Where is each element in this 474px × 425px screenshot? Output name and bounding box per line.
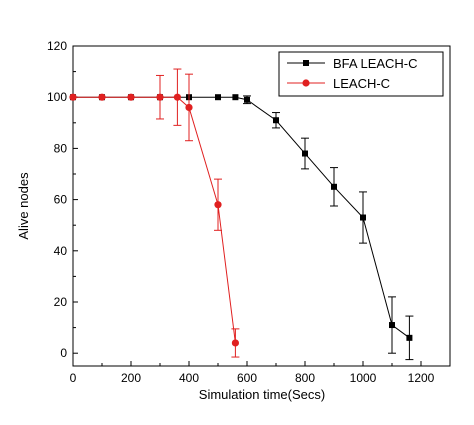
- data-point: [273, 117, 279, 124]
- legend-entry: BFA LEACH-C: [287, 56, 418, 71]
- legend-marker: [302, 79, 310, 87]
- x-tick-label: 200: [121, 371, 141, 385]
- legend-box: [278, 51, 444, 97]
- data-point: [173, 93, 181, 101]
- data-point: [127, 93, 135, 101]
- data-point: [302, 150, 308, 157]
- data-point: [185, 103, 193, 112]
- y-tick-label: 80: [54, 141, 68, 155]
- x-tick-label: 0: [70, 371, 77, 385]
- y-tick-label: 120: [47, 39, 67, 53]
- y-tick-label: 20: [54, 295, 68, 309]
- x-tick-label: 800: [295, 371, 315, 385]
- data-point: [215, 94, 221, 101]
- series-line: [73, 96, 410, 339]
- series-1: [69, 68, 240, 358]
- y-axis: 0 20 40 60 80 100 120: [47, 39, 78, 360]
- x-tick-label: 600: [237, 371, 257, 385]
- series-line: [73, 96, 236, 344]
- y-axis-title: Alive nodes: [16, 172, 31, 240]
- data-point: [98, 93, 106, 101]
- data-point: [331, 183, 337, 190]
- series-0: [70, 94, 414, 361]
- data-point: [232, 94, 239, 101]
- x-tick-label: 1000: [350, 371, 377, 385]
- data-point: [231, 339, 239, 347]
- data-point: [214, 201, 222, 209]
- legend: BFA LEACH-C LEACH-C: [278, 51, 444, 97]
- legend-label: BFA LEACH-C: [333, 56, 418, 71]
- y-tick-label: 60: [54, 193, 68, 207]
- series-layer: [69, 68, 414, 361]
- x-axis: 0 200 400 600 800 1000 1200: [70, 361, 435, 385]
- x-axis-title: Simulation time(Secs): [199, 387, 325, 402]
- data-point: [360, 214, 366, 221]
- data-point: [406, 334, 413, 341]
- legend-marker: [303, 60, 309, 66]
- data-point: [69, 93, 77, 101]
- legend-label: LEACH-C: [333, 76, 390, 91]
- data-point: [389, 322, 395, 329]
- legend-entry: LEACH-C: [287, 76, 390, 91]
- y-tick-label: 0: [60, 346, 67, 360]
- plot-frame: [72, 45, 451, 367]
- x-tick-label: 400: [179, 371, 199, 385]
- y-tick-label: 40: [54, 244, 68, 258]
- y-tick-label: 100: [47, 90, 67, 104]
- data-point: [244, 96, 250, 103]
- data-point: [156, 93, 164, 101]
- x-tick-label: 1200: [408, 371, 435, 385]
